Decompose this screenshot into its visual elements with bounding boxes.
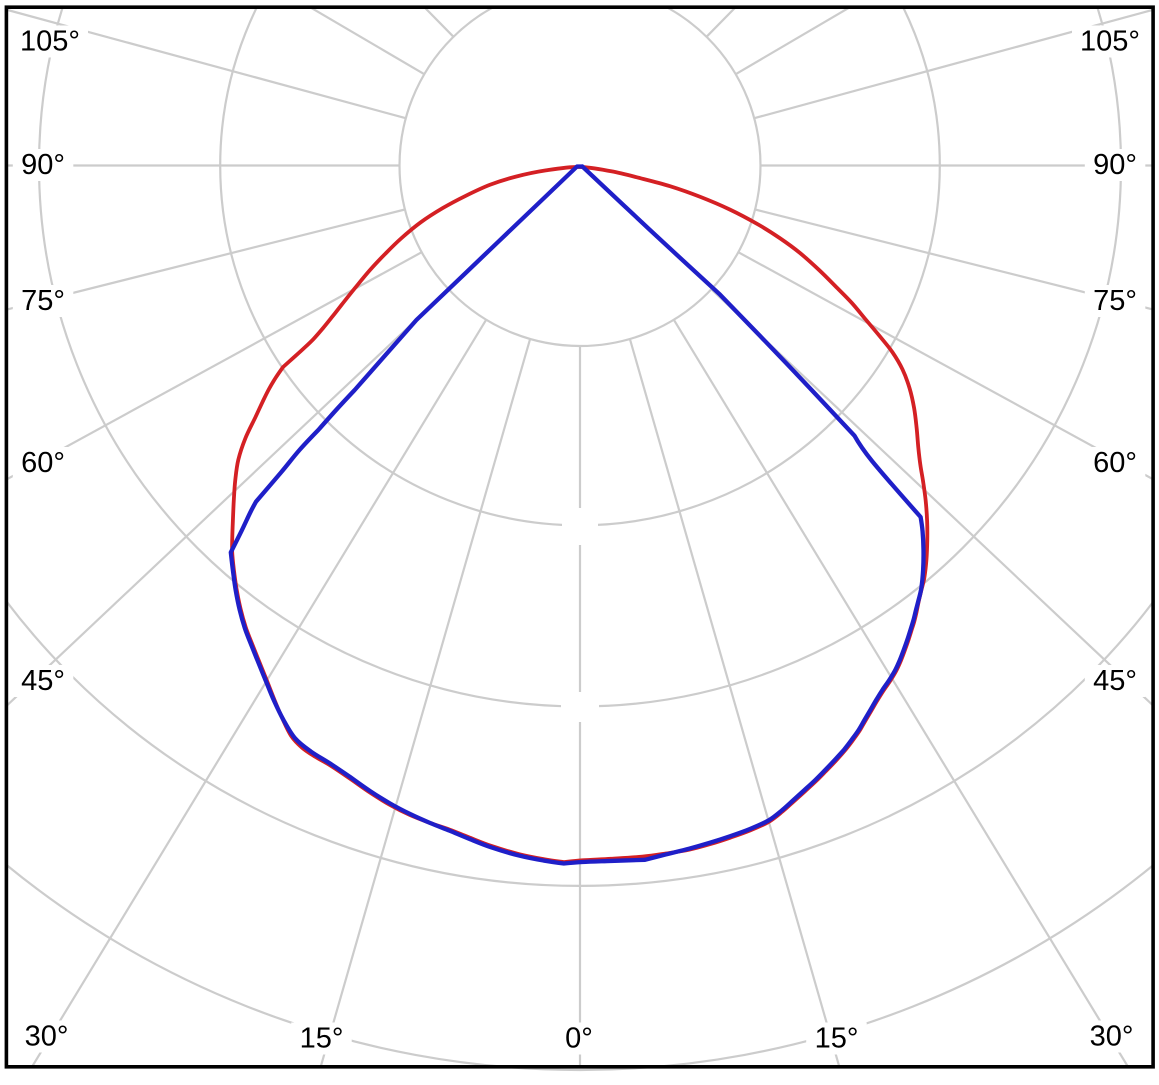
svg-text:30°: 30°: [1090, 1021, 1134, 1053]
svg-text:0°: 0°: [565, 1023, 593, 1055]
svg-text:15°: 15°: [815, 1023, 859, 1055]
svg-text:45°: 45°: [1093, 665, 1137, 697]
svg-text:105°: 105°: [20, 26, 80, 58]
svg-text:75°: 75°: [21, 285, 65, 317]
svg-text:15°: 15°: [300, 1023, 344, 1055]
svg-text:60°: 60°: [21, 447, 65, 479]
svg-text:75°: 75°: [1093, 285, 1137, 317]
svg-text:90°: 90°: [21, 149, 65, 181]
svg-text:60°: 60°: [1093, 447, 1137, 479]
svg-text:30°: 30°: [25, 1021, 69, 1053]
svg-text:45°: 45°: [21, 665, 65, 697]
svg-text:90°: 90°: [1093, 149, 1137, 181]
svg-text:105°: 105°: [1080, 26, 1140, 58]
